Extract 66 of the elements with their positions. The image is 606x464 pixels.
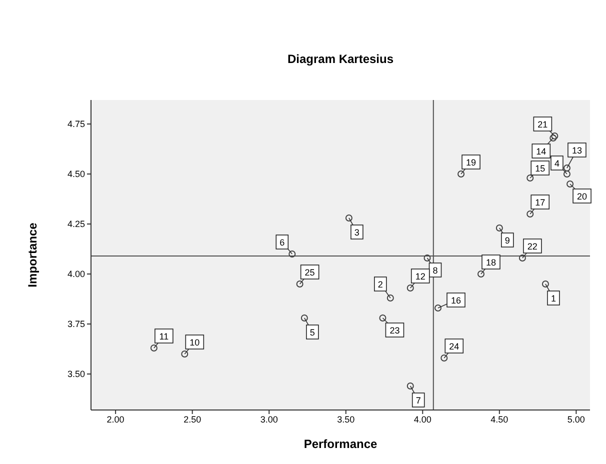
annotation: 18 [486, 258, 496, 268]
annotation: 14 [536, 146, 546, 156]
annotation: 21 [538, 120, 548, 130]
point [542, 280, 549, 288]
y-tick-label: 4.25 [67, 219, 85, 230]
point [434, 304, 442, 312]
annotation: 24 [449, 342, 460, 352]
y-tick-label: 4.75 [67, 119, 85, 130]
point [150, 344, 158, 352]
x-tick-label: 3.00 [260, 414, 278, 424]
annotation: 6 [280, 238, 285, 248]
point [458, 170, 465, 178]
point [424, 254, 431, 262]
point [566, 180, 574, 188]
annotation: 19 [466, 158, 476, 168]
annotation: 4 [554, 158, 560, 168]
x-tick-label: 2.50 [184, 414, 202, 424]
y-tick-label: 4.50 [67, 169, 85, 180]
annotation: 12 [415, 272, 426, 282]
point [563, 164, 570, 172]
point [477, 270, 484, 278]
x-tick-label: 2.00 [106, 414, 124, 424]
y-tick-label: 4.00 [67, 269, 85, 280]
point [406, 284, 414, 292]
annotation: 17 [535, 198, 546, 208]
annotation: 2 [378, 280, 383, 290]
point [551, 132, 558, 140]
point [550, 134, 557, 142]
chart-title: Diagram Kartesius [286, 52, 395, 66]
x-tick-label: 4.00 [414, 414, 432, 424]
y-axis-title: Importance [25, 222, 40, 288]
point [386, 294, 394, 302]
point [345, 214, 352, 222]
annotation: 13 [572, 146, 582, 156]
point [518, 254, 526, 262]
y-tick-label: 3.50 [67, 369, 85, 380]
annotation: 15 [535, 164, 546, 174]
point [181, 350, 188, 358]
point [496, 224, 503, 232]
x-tick-label: 5.00 [567, 414, 585, 424]
annotation: 11 [159, 332, 169, 342]
annotation: 7 [416, 396, 421, 406]
point [379, 314, 386, 322]
annotation: 3 [354, 228, 360, 238]
annotation: 23 [390, 326, 400, 336]
point [526, 210, 534, 218]
point [526, 174, 534, 182]
point [288, 250, 296, 258]
point [300, 314, 308, 322]
annotation: 9 [504, 236, 510, 246]
point [296, 280, 304, 288]
annotation: 5 [310, 328, 315, 338]
point [440, 354, 448, 362]
annotation: 1 [550, 294, 556, 304]
annotation: 20 [577, 192, 588, 202]
x-tick-label: 3.50 [337, 414, 355, 424]
x-axis-title: Performance [304, 437, 378, 451]
annotation: 16 [450, 296, 462, 306]
x-tick-label: 4.50 [490, 414, 508, 424]
point [406, 382, 414, 390]
y-tick-label: 3.75 [67, 319, 85, 330]
annotation: 25 [304, 268, 315, 278]
annotation: 22 [527, 242, 538, 252]
annotation: 10 [190, 338, 200, 348]
point [563, 170, 570, 178]
annotation: 8 [432, 266, 438, 276]
